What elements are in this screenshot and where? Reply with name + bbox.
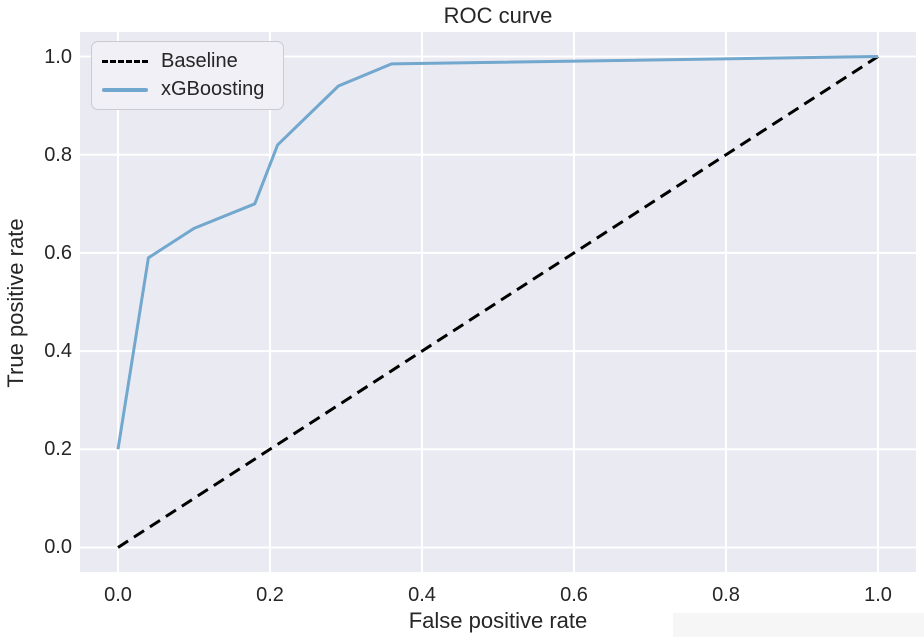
xgboosting-solid-line-sample [102,88,148,92]
x-tick-label: 0.4 [408,584,436,606]
x-axis-label: False positive rate [408,608,588,633]
y-axis-label: True positive rate [3,218,28,388]
x-tick-label: 1.0 [864,584,892,606]
x-tick-label: 0.2 [256,584,284,606]
y-tick-label: 0.4 [44,340,72,363]
legend-item-xgboosting: xGBoosting [102,76,273,104]
legend: Baseline xGBoosting [91,41,284,110]
y-tick-label: 0.6 [44,241,72,264]
watermark-area [673,613,924,637]
x-tick-label: 0.8 [712,584,740,606]
series-line-xgboosting [116,55,879,450]
y-tick-label: 1.0 [44,45,72,68]
y-tick-label: 0.0 [44,536,72,559]
x-tick-label: 0.0 [104,584,132,606]
baseline-dashed-line-sample [102,59,148,63]
x-tick-label: 0.6 [560,584,588,606]
legend-item-baseline: Baseline [102,47,273,75]
y-tick-label: 0.2 [44,438,72,461]
y-tick-label: 0.8 [44,143,72,166]
chart-title: ROC curve [443,3,553,28]
legend-label-baseline: Baseline [161,49,238,72]
legend-label-xgboosting: xGBoosting [161,78,265,101]
